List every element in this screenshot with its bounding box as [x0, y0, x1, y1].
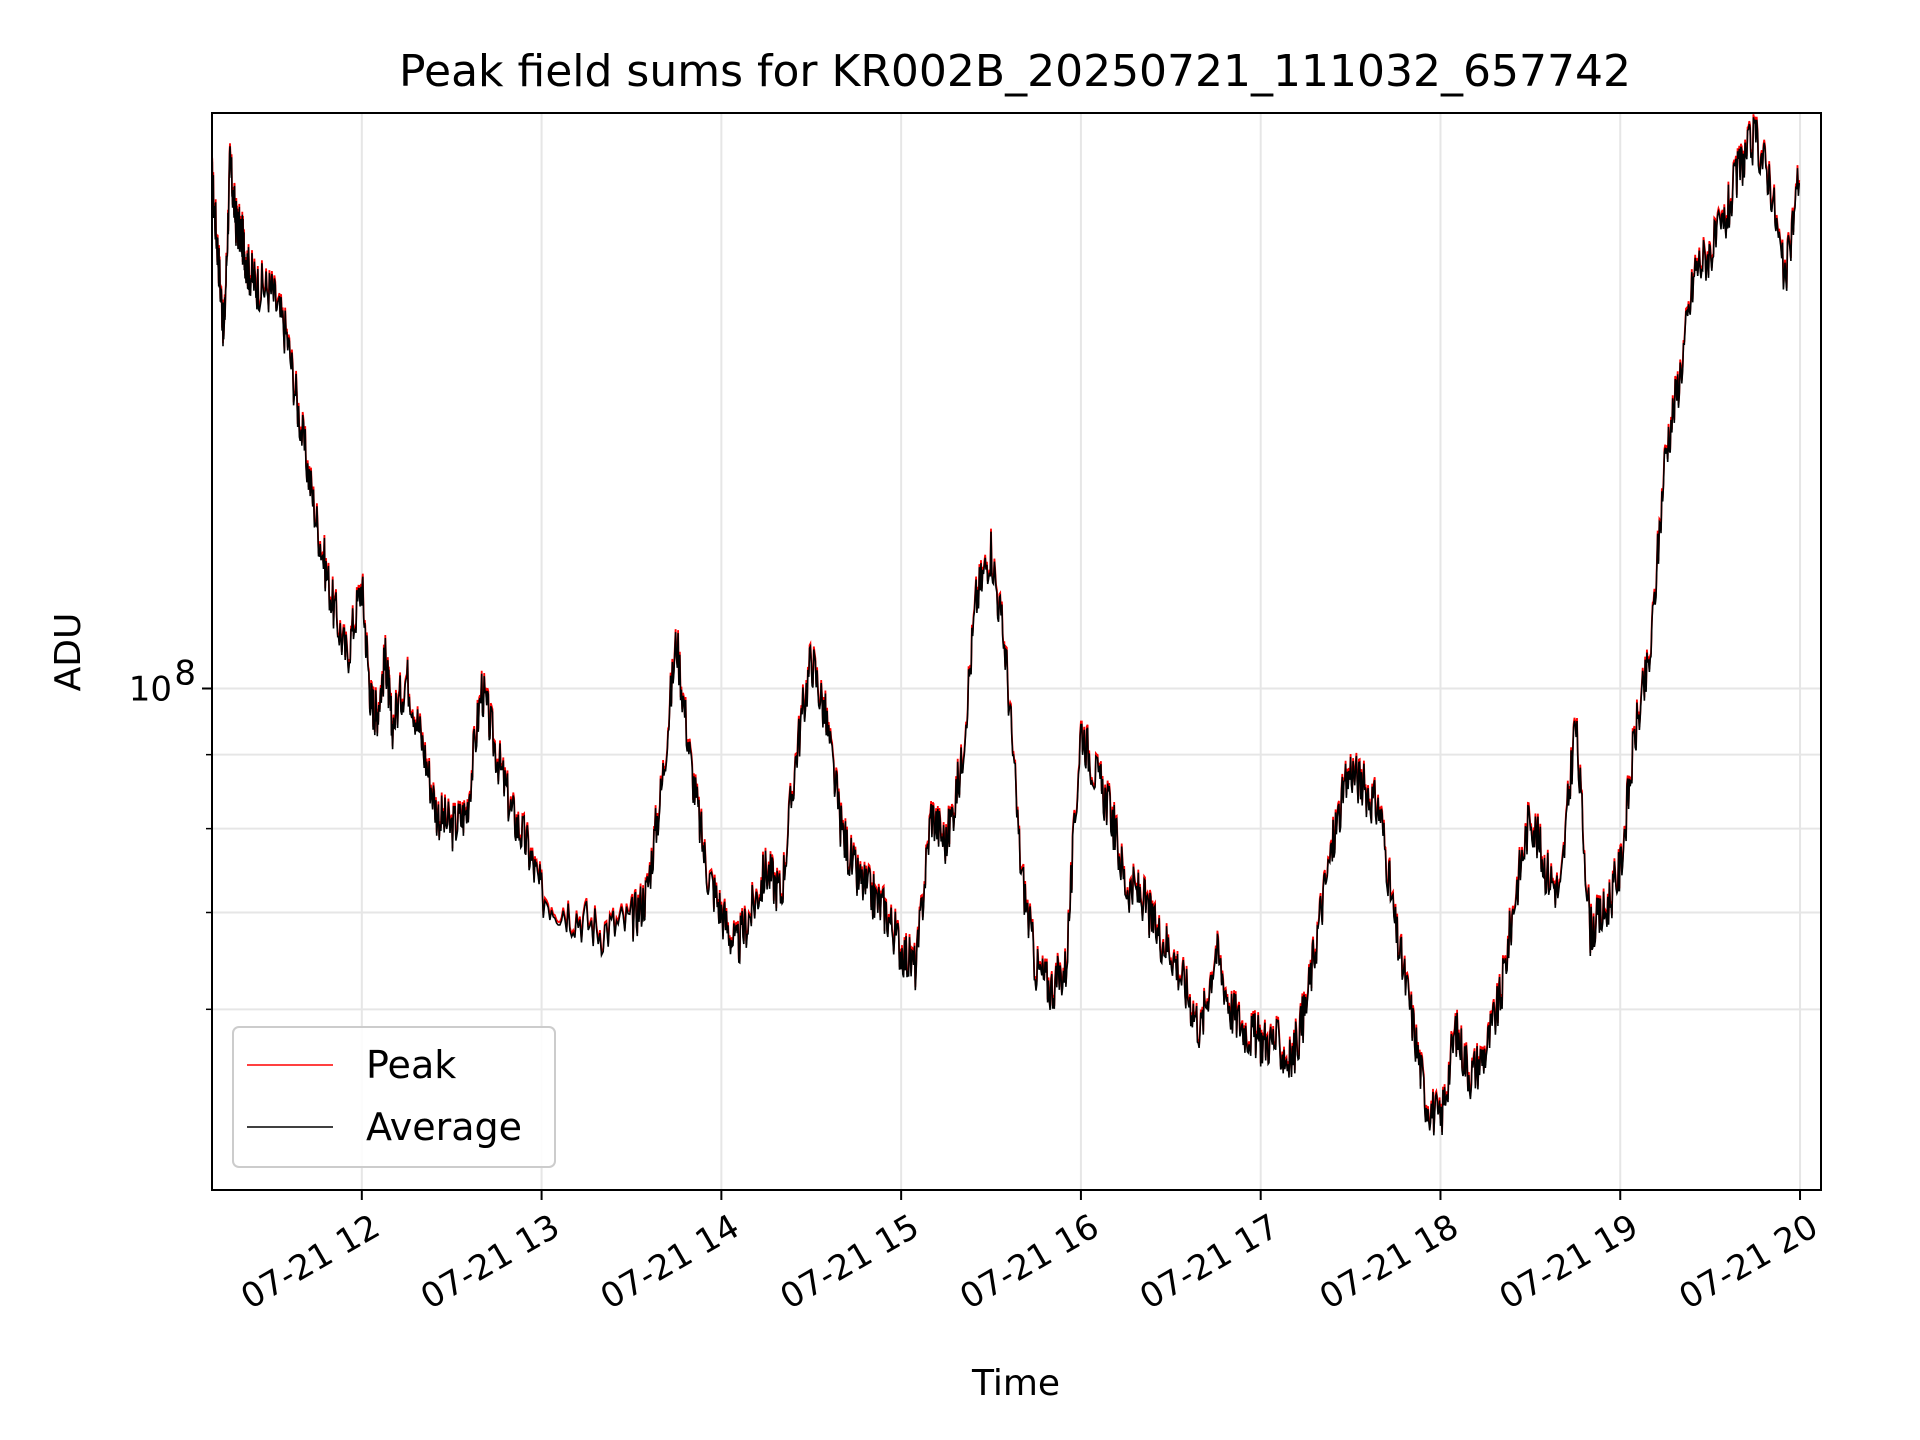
x-axis: 07-21 12 07-21 13 07-21 14 07-21 15 07-21 16… — [234, 1190, 1825, 1318]
x-tick-label: 07-21 15 — [774, 1207, 926, 1318]
y-axis-label: ADU — [48, 613, 89, 692]
x-axis-label: Time — [971, 1363, 1060, 1404]
chart-title: Peak field sums for KR002B_20250721_1110… — [399, 46, 1631, 97]
x-tick-label: 07-21 12 — [234, 1207, 386, 1318]
plot-lines — [211, 114, 1801, 1136]
x-tick-label: 07-21 13 — [414, 1207, 566, 1318]
plot-frame — [211, 112, 1822, 1191]
legend-box — [232, 1026, 556, 1168]
x-tick-label: 07-21 18 — [1313, 1207, 1465, 1318]
x-tick-label: 07-21 14 — [594, 1207, 746, 1318]
x-tick-label: 07-21 19 — [1493, 1207, 1645, 1318]
x-tick-label: 07-21 17 — [1133, 1207, 1285, 1318]
grid — [212, 113, 1821, 1190]
legend-label-average: Average — [366, 1105, 522, 1149]
x-tick-label: 07-21 20 — [1673, 1207, 1825, 1318]
series-line-peak — [211, 114, 1801, 1133]
x-tick-label: 07-21 16 — [953, 1207, 1105, 1318]
series-line-average — [211, 117, 1800, 1136]
legend: Peak Average — [232, 1026, 556, 1168]
y-tick-exponent: 8 — [174, 653, 196, 693]
legend-label-peak: Peak — [366, 1043, 456, 1087]
y-tick-label: 10 — [129, 669, 172, 709]
y-axis: 10 8 — [129, 653, 212, 1011]
